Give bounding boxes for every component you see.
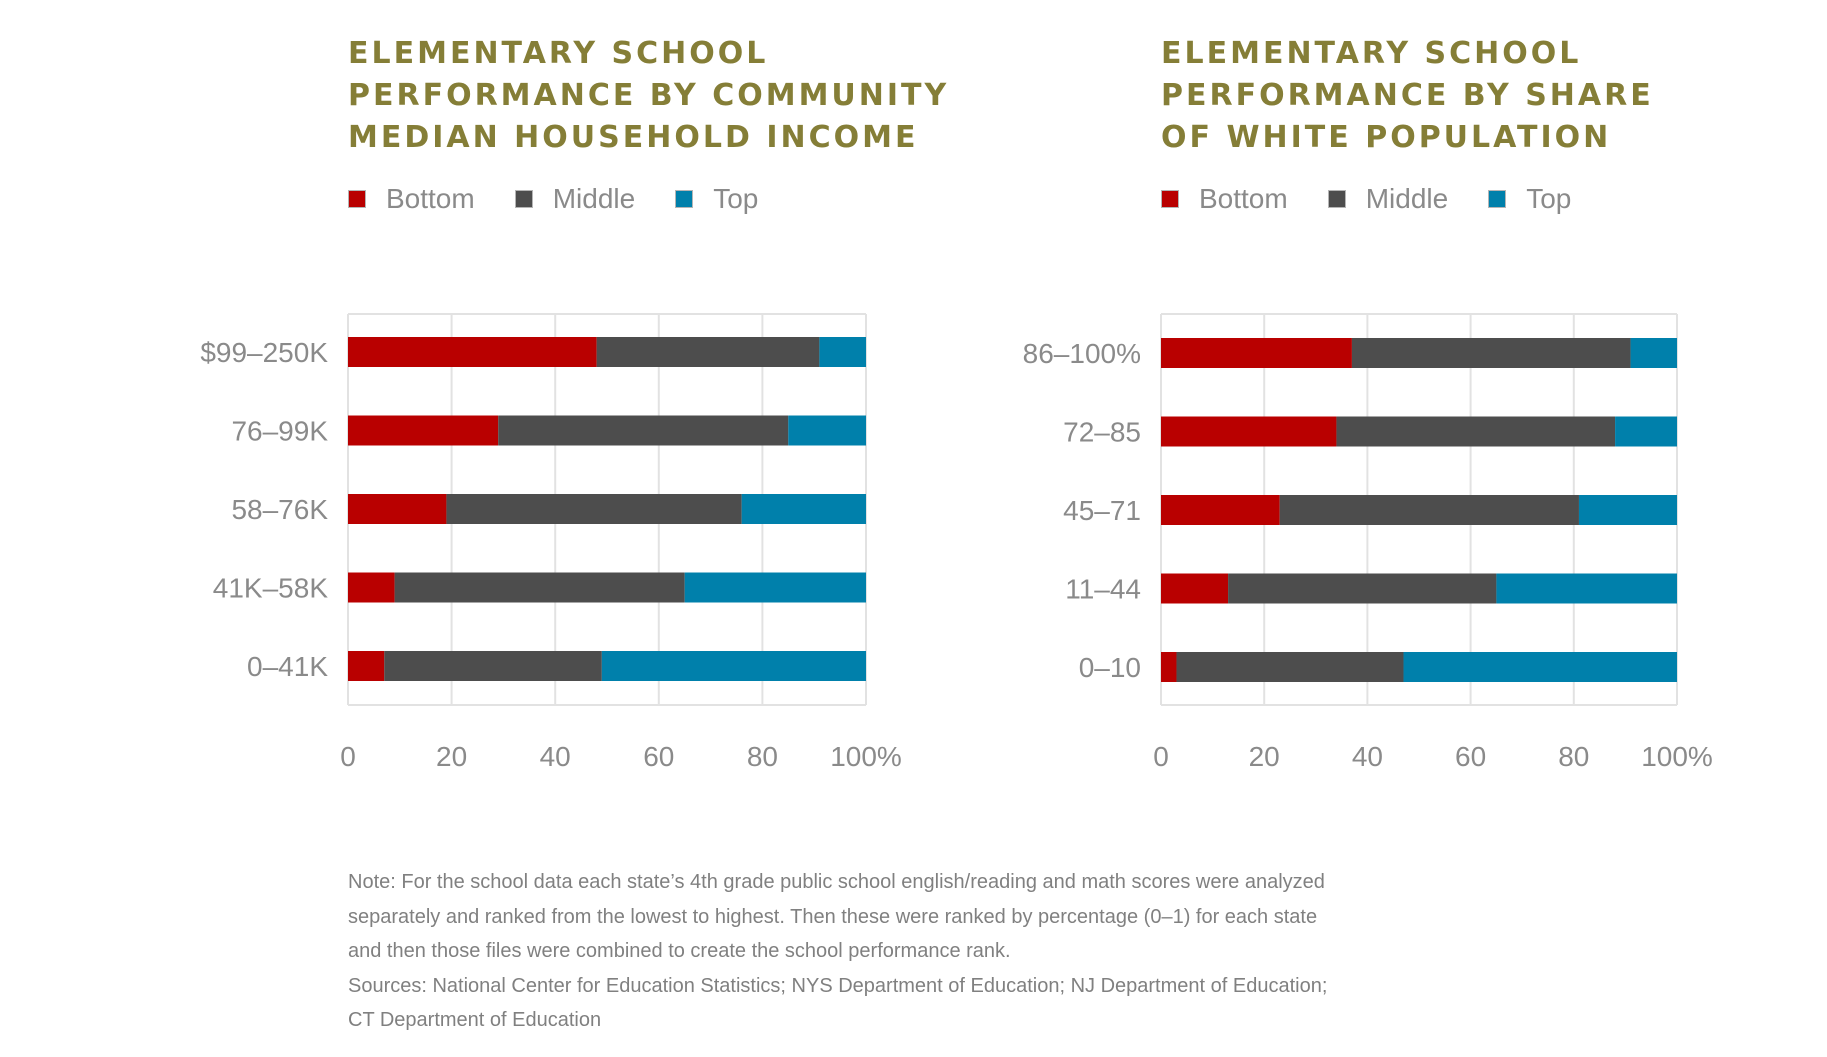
legend-item-bottom: Bottom (1161, 183, 1288, 215)
legend-swatch-bottom (1161, 190, 1179, 208)
bar-segment-middle (1279, 495, 1579, 525)
bar-segment-top (1496, 573, 1677, 604)
bar-segment-bottom (348, 651, 385, 681)
category-label: $99–250K (200, 337, 328, 368)
charts-plot-area: 0 20 40 60 80 100% $99–250K 76–99K 58–76K 41K–58K… (200, 313, 1713, 772)
category-label: 0–41K (247, 651, 328, 682)
legend-swatch-top (675, 190, 694, 208)
bar-segment-middle (1176, 652, 1404, 682)
bar-segment-top (741, 494, 866, 524)
bar-segment-top (601, 651, 866, 681)
legend-label: Bottom (386, 183, 475, 214)
x-tick-label: 20 (436, 741, 467, 772)
category-label: 76–99K (231, 416, 328, 447)
legend-item-bottom: Bottom (348, 183, 475, 215)
x-tick-label: 40 (540, 741, 571, 772)
note-line: Note: For the school data each state’s 4… (348, 871, 1325, 893)
bar-segment-bottom (348, 572, 395, 603)
x-tick-label: 80 (1558, 741, 1589, 772)
bar-segment-top (1630, 338, 1677, 368)
legend-swatch-middle (514, 190, 533, 208)
legend-item-top: Top (1488, 183, 1571, 215)
legend-item-middle: Middle (1327, 183, 1449, 215)
bar-segment-top (684, 572, 866, 603)
sources-line: CT Department of Education (348, 1009, 602, 1031)
bar-segment-top (788, 415, 866, 446)
legend-label: Top (713, 183, 759, 214)
note-line: and then those files were combined to cr… (348, 940, 1011, 962)
bar-segment-middle (446, 494, 742, 524)
x-tick-label: 100% (830, 741, 902, 772)
bar-segment-middle (596, 337, 820, 367)
bar-segment-middle (1351, 338, 1631, 368)
legend-label: Middle (552, 183, 636, 214)
legend-label: Top (1526, 183, 1572, 214)
category-label: 0–10 (1079, 652, 1141, 683)
category-label: 86–100% (1023, 338, 1141, 369)
bar-segment-bottom (1161, 495, 1280, 525)
sources-line: Sources: National Center for Education S… (348, 974, 1328, 997)
x-tick-label: 0 (340, 741, 356, 772)
legend-swatch-middle (1327, 190, 1346, 208)
legend-item-top: Top (675, 183, 758, 215)
legend-item-middle: Middle (514, 183, 636, 215)
category-label: 11–44 (1065, 574, 1141, 605)
legend-label: Middle (1365, 183, 1449, 214)
bar-segment-middle (498, 415, 789, 446)
note-line: separately and ranked from the lowest to… (348, 905, 1318, 928)
bar-segment-middle (1228, 573, 1497, 604)
bar-segment-middle (384, 651, 602, 681)
bar-segment-middle (1336, 416, 1616, 447)
x-tick-label: 20 (1249, 741, 1280, 772)
category-label: 45–71 (1063, 495, 1141, 526)
x-tick-label: 80 (747, 741, 778, 772)
legend-swatch-top (1488, 190, 1507, 208)
chart-title: ELEMENTARY SCHOOL PERFORMANCE BY SHARE O… (1161, 36, 1654, 155)
bar-segment-top (1403, 652, 1677, 682)
chart-legend: Bottom Middle Top (348, 183, 798, 215)
category-label: 58–76K (231, 494, 328, 525)
x-tick-label: 40 (1352, 741, 1383, 772)
bar-segment-top (1578, 495, 1677, 525)
legend-label: Bottom (1199, 183, 1288, 214)
bar-segment-bottom (1161, 338, 1352, 368)
bar-segment-bottom (1161, 652, 1177, 682)
bar-segment-bottom (348, 494, 447, 524)
x-tick-label: 60 (1455, 741, 1486, 772)
chart-title: ELEMENTARY SCHOOL PERFORMANCE BY COMMUNI… (348, 36, 950, 155)
bar-segment-top (1615, 416, 1677, 447)
bar-segment-bottom (348, 415, 499, 446)
bar-segment-bottom (1161, 573, 1229, 604)
legend-swatch-bottom (348, 190, 366, 208)
category-label: 41K–58K (213, 573, 329, 604)
chart-notes: Note: For the school data each state’s 4… (348, 865, 1448, 1038)
chart-legend: Bottom Middle Top (1161, 183, 1611, 215)
bar-segment-top (819, 337, 866, 367)
x-tick-label: 0 (1153, 741, 1169, 772)
bar-segment-middle (394, 572, 685, 603)
bar-segment-bottom (1161, 416, 1337, 447)
category-label: 72–85 (1063, 417, 1141, 448)
bar-segment-bottom (348, 337, 597, 367)
x-tick-label: 60 (643, 741, 674, 772)
x-tick-label: 100% (1641, 741, 1713, 772)
